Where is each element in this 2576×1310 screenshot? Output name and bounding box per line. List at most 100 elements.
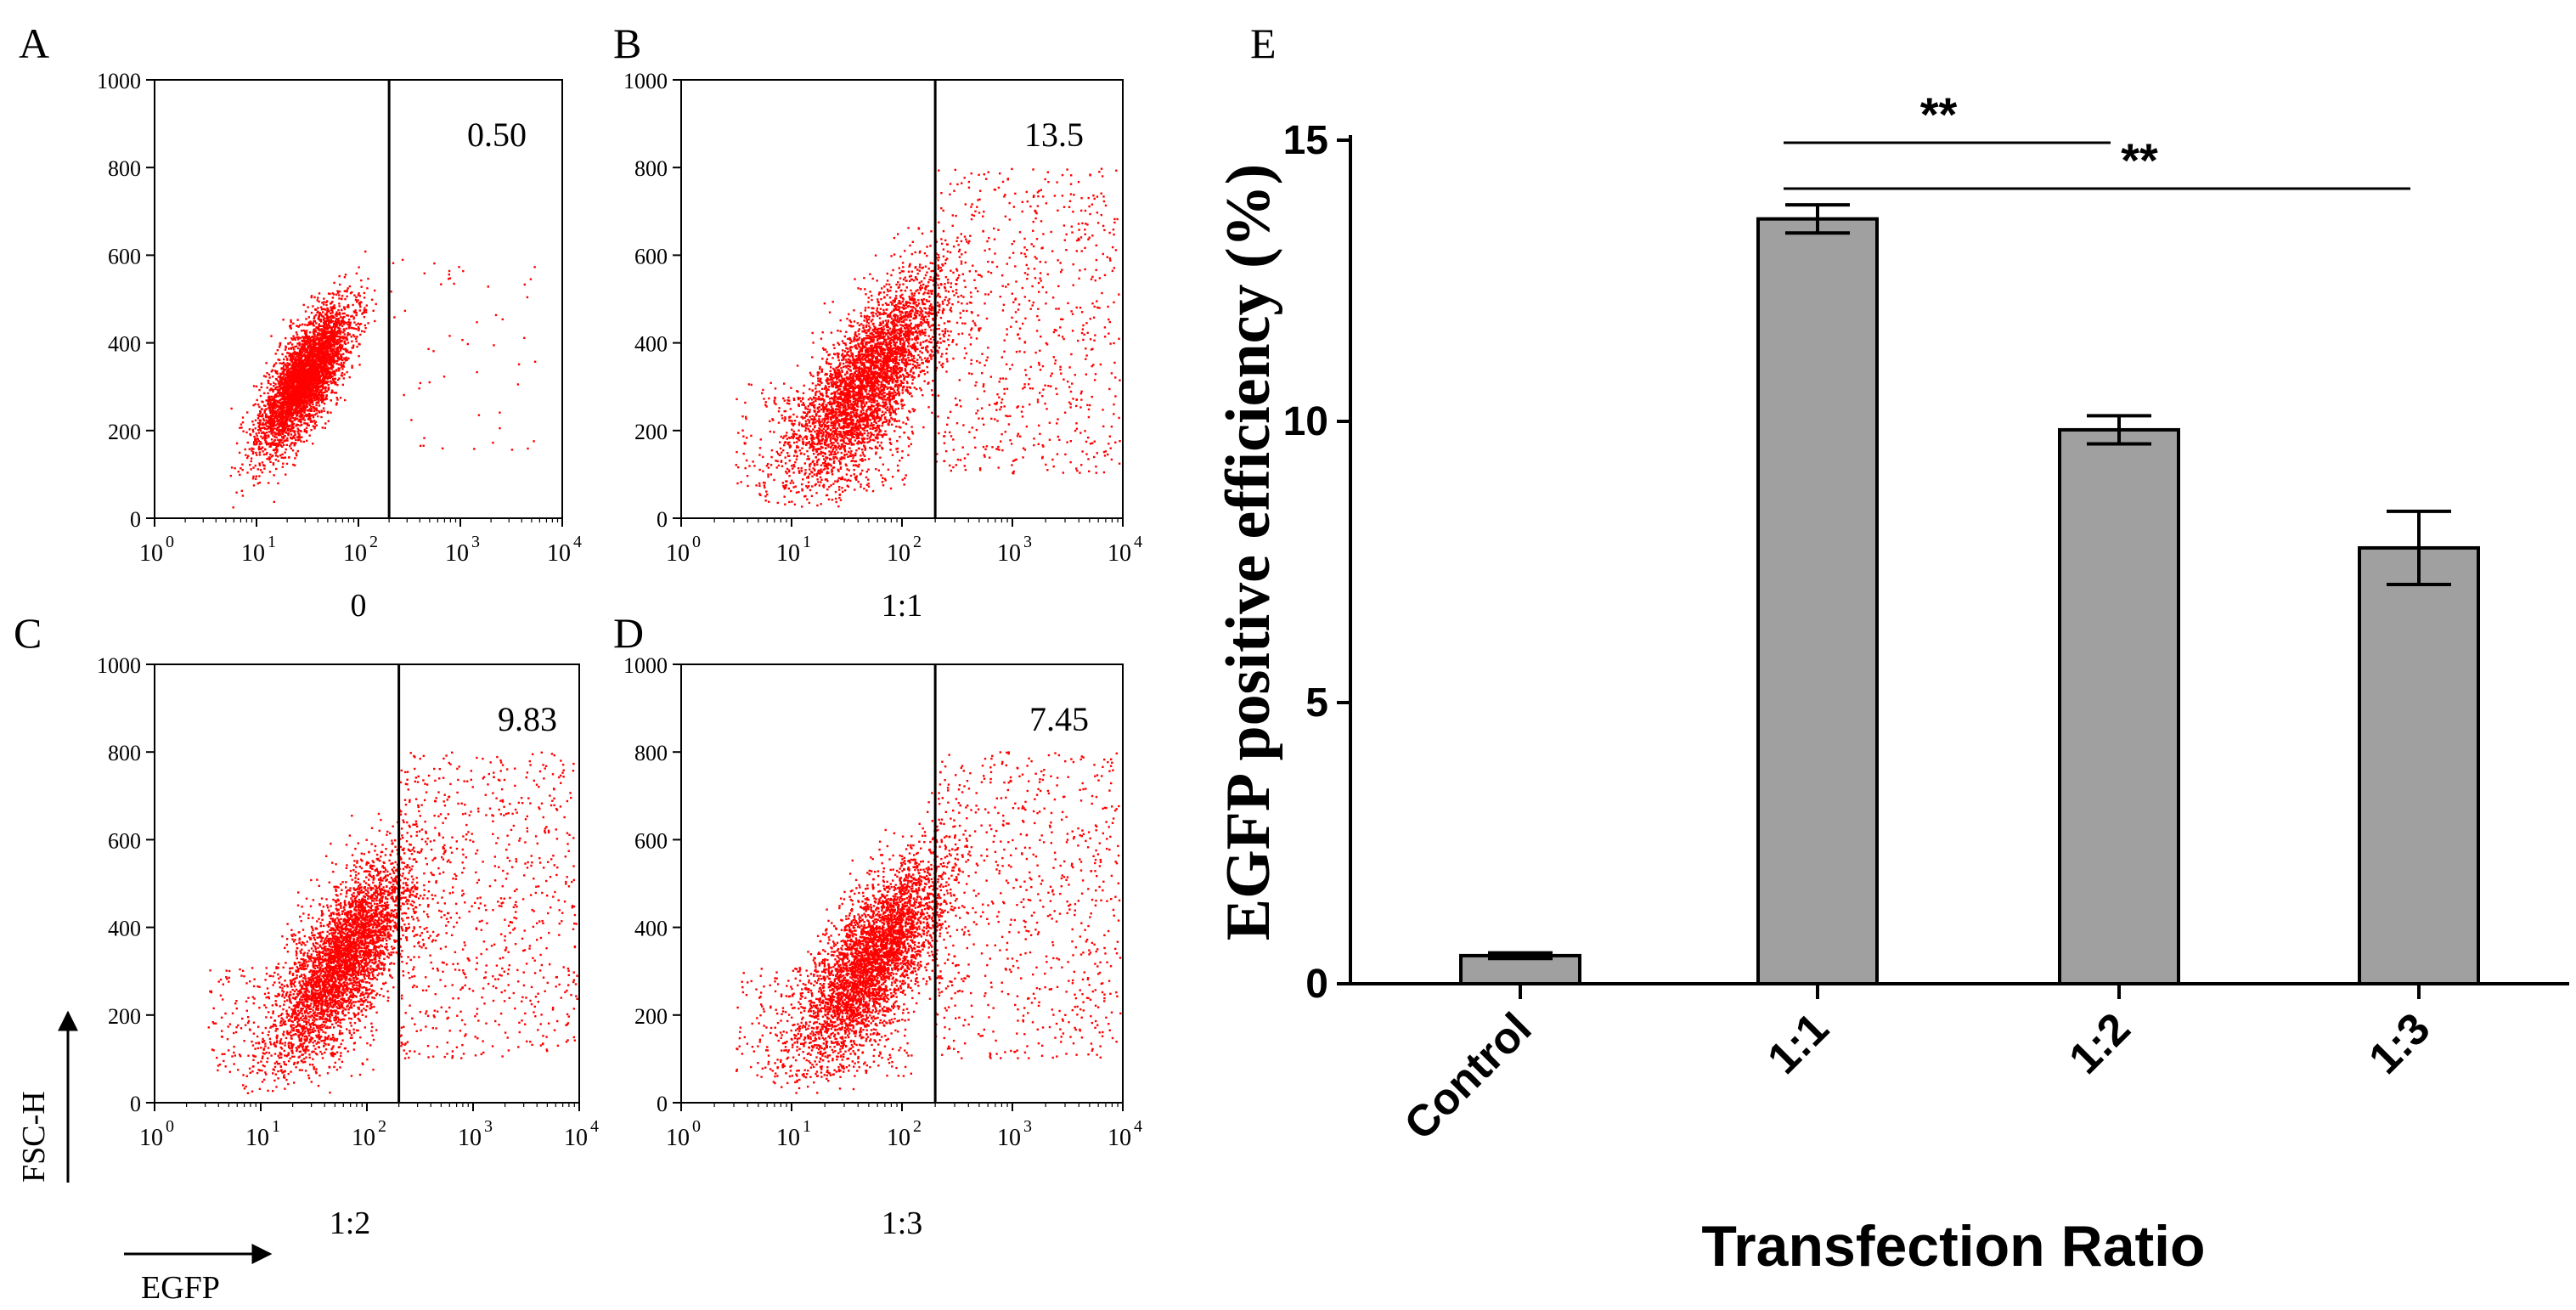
scatter-point (317, 311, 318, 313)
scatter-point (863, 488, 865, 489)
scatter-point (239, 427, 240, 429)
scatter-point (320, 416, 322, 418)
scatter-point (323, 301, 324, 302)
scatter-point (308, 316, 310, 318)
scatter-point (266, 458, 268, 460)
scatter-point (298, 433, 300, 435)
scatter-point (317, 307, 318, 308)
x-tick-label: 10 (547, 540, 571, 567)
scatter-point (327, 320, 329, 322)
scatter-point (345, 343, 347, 345)
scatter-point (1057, 308, 1059, 309)
scatter-point (279, 383, 280, 385)
scatter-point (349, 376, 351, 378)
scatter-point (1013, 240, 1015, 242)
scatter-point (343, 362, 345, 364)
scatter-point (952, 466, 954, 468)
scatter-point (495, 314, 497, 316)
scatter-point (290, 433, 292, 435)
scatter-point (249, 464, 251, 466)
scatter-point (334, 382, 335, 384)
scatter-point (334, 338, 335, 340)
scatter-point (255, 404, 256, 405)
scatter-point (292, 395, 294, 397)
scatter-point (252, 453, 254, 455)
scatter-point (323, 297, 324, 299)
scatter-point (313, 318, 315, 319)
scatter-point (306, 356, 307, 358)
scatter-point (234, 467, 235, 469)
scatter-point (273, 389, 274, 391)
scatter-point (289, 419, 290, 421)
scatter-point (356, 273, 358, 274)
scatter-point (285, 364, 286, 365)
scatter-point (390, 291, 392, 292)
scatter-point (1014, 193, 1016, 195)
scatter-point (331, 375, 333, 377)
scatter-point (811, 495, 813, 497)
scatter-point (262, 401, 263, 403)
scatter-point (838, 486, 840, 488)
scatter-point (294, 372, 296, 374)
scatter-point (251, 458, 252, 460)
scatter-point (330, 399, 332, 401)
scatter-point (961, 183, 962, 184)
scatter-point (313, 410, 315, 412)
scatter-point (333, 282, 335, 284)
scatter-point (356, 301, 358, 302)
scatter-point (300, 389, 302, 391)
scatter-point (307, 376, 309, 378)
scatter-point (527, 296, 528, 298)
scatter-point (326, 300, 328, 302)
scatter-point (271, 427, 273, 429)
scatter-point (338, 294, 340, 296)
scatter-point (290, 437, 291, 438)
scatter-point (290, 370, 292, 372)
scatter-point (258, 462, 260, 464)
scatter-point (310, 421, 312, 422)
scatter-point (325, 313, 327, 315)
scatter-point (343, 316, 345, 318)
scatter-point (259, 454, 261, 455)
scatter-point (347, 290, 348, 291)
scatter-point (257, 483, 259, 484)
scatter-point (274, 407, 276, 409)
scatter-point (261, 382, 262, 384)
scatter-point (796, 433, 798, 435)
scatter-point (273, 436, 275, 438)
scatter-point (938, 325, 939, 326)
scatter-point (277, 483, 279, 484)
scatter-point (352, 334, 354, 336)
scatter-point (891, 424, 893, 426)
scatter-point (324, 364, 325, 366)
scatter-point (297, 359, 299, 361)
scatter-point (393, 316, 395, 318)
scatter-point (292, 417, 294, 419)
scatter-point (912, 408, 914, 409)
scatter-point (345, 359, 347, 361)
scatter-point (326, 352, 328, 353)
scatter-point (285, 346, 286, 347)
scatter-point (359, 334, 361, 336)
scatter-point (268, 380, 269, 381)
scatter-point (291, 426, 293, 428)
scatter-point (858, 330, 860, 332)
scatter-point (295, 443, 296, 444)
scatter-point (306, 427, 307, 429)
scatter-point (307, 338, 308, 340)
scatter-point (848, 313, 849, 315)
scatter-point (257, 417, 259, 419)
scatter-point (330, 332, 332, 334)
scatter-point (293, 390, 295, 392)
scatter-point (302, 383, 304, 385)
scatter-point (331, 315, 333, 317)
scatter-point (918, 367, 920, 369)
scatter-point (335, 404, 337, 405)
scatter-point (974, 325, 976, 326)
scatter-point (258, 432, 260, 433)
scatter-point (344, 341, 346, 342)
scatter-point (366, 287, 368, 289)
scatter-point (336, 350, 338, 352)
scatter-point (313, 296, 315, 298)
scatter-point (329, 325, 330, 327)
